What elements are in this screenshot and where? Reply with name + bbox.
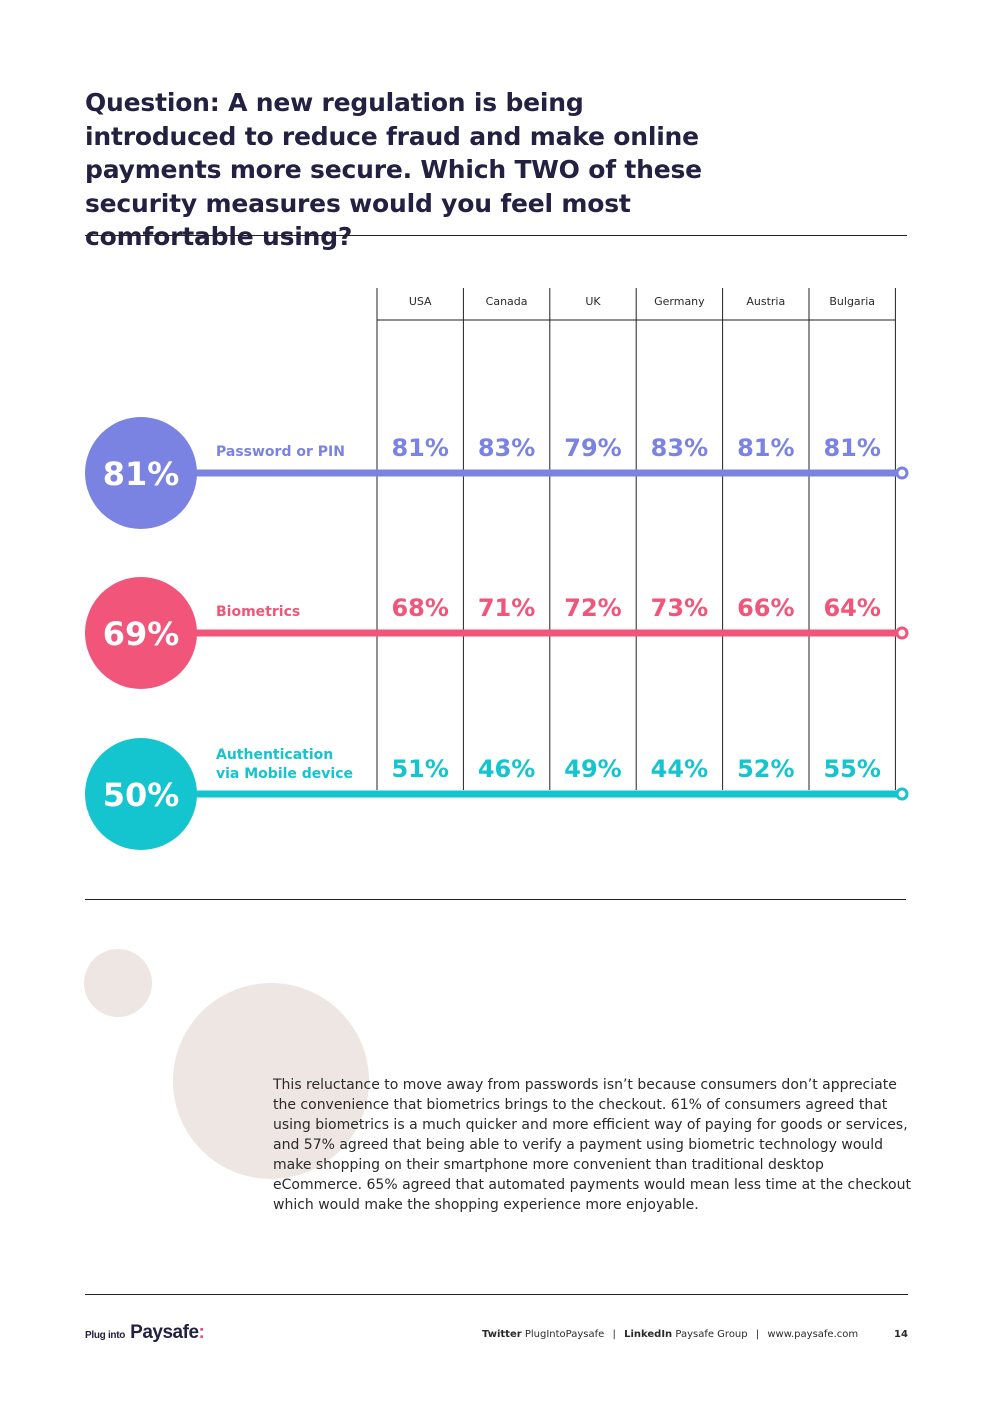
- survey-chart: USA Canada UK Germany Austria Bulgaria 81% Pass…: [85, 288, 909, 850]
- overall-circle-authentication-via-mobile-device: [85, 738, 197, 850]
- overall-value: 81%: [103, 455, 180, 493]
- body-paragraph: This reluctance to move away from passwo…: [273, 1077, 911, 1213]
- value-biometrics-austria: 66%: [737, 594, 794, 622]
- overall-value: 50%: [103, 776, 180, 814]
- value-biometrics-usa: 68%: [391, 594, 448, 622]
- value-authentication-via-mobile-device-canada: 46%: [478, 755, 535, 783]
- value-password-or-pin-austria: 81%: [737, 434, 794, 462]
- value-authentication-via-mobile-device-austria: 52%: [737, 755, 794, 783]
- value-authentication-via-mobile-device-uk: 49%: [564, 755, 621, 783]
- column-header-bulgaria: Bulgaria: [829, 295, 875, 308]
- website-link[interactable]: www.paysafe.com: [767, 1329, 859, 1340]
- page-number: 14: [894, 1329, 908, 1340]
- value-authentication-via-mobile-device-germany: 44%: [651, 755, 708, 783]
- column-header-canada: Canada: [486, 295, 528, 308]
- logo-colon: :: [198, 1322, 205, 1343]
- footer-links: Twitter PlugIntoPaysafe | LinkedIn Paysa…: [482, 1329, 858, 1340]
- decorative-circle-small: [84, 949, 152, 1017]
- overall-value: 69%: [103, 615, 180, 653]
- value-password-or-pin-canada: 83%: [478, 434, 535, 462]
- row-end-marker: [895, 626, 909, 640]
- value-biometrics-germany: 73%: [651, 594, 708, 622]
- column-header-usa: USA: [409, 295, 432, 308]
- twitter-link[interactable]: PlugIntoPaysafe: [524, 1329, 605, 1340]
- column-header-austria: Austria: [746, 295, 785, 308]
- overall-circle-biometrics: [85, 577, 197, 689]
- column-header-uk: UK: [585, 295, 601, 308]
- logo-wordmark: Paysafe: [130, 1322, 199, 1343]
- row-end-marker: [895, 466, 909, 480]
- column-header-germany: Germany: [654, 295, 705, 308]
- value-password-or-pin-bulgaria: 81%: [823, 434, 880, 462]
- value-biometrics-uk: 72%: [564, 594, 621, 622]
- row-label: Biometrics: [216, 604, 300, 620]
- twitter-label: Twitter: [482, 1329, 522, 1340]
- decorative-circle-large: [173, 983, 369, 1179]
- top-divider: [85, 235, 907, 236]
- value-authentication-via-mobile-device-bulgaria: 55%: [823, 755, 880, 783]
- value-authentication-via-mobile-device-usa: 51%: [391, 755, 448, 783]
- footer-divider: [85, 1294, 908, 1295]
- linkedin-link[interactable]: Paysafe Group: [675, 1329, 748, 1340]
- linkedin-label: LinkedIn: [624, 1329, 673, 1340]
- row-end-marker: [895, 787, 909, 801]
- overall-circle-password-or-pin: [85, 417, 197, 529]
- footer-separator: |: [755, 1329, 760, 1340]
- middle-divider: [85, 899, 906, 900]
- value-password-or-pin-uk: 79%: [564, 434, 621, 462]
- question-heading: Question: A new regulation is being intr…: [85, 88, 702, 251]
- footer-separator: |: [612, 1329, 616, 1340]
- value-biometrics-canada: 71%: [478, 594, 535, 622]
- row-label: via Mobile device: [216, 766, 353, 782]
- row-label: Password or PIN: [216, 444, 345, 460]
- paysafe-logo: Plug into Paysafe:: [85, 1322, 205, 1344]
- value-password-or-pin-usa: 81%: [391, 434, 448, 462]
- value-biometrics-bulgaria: 64%: [823, 594, 880, 622]
- logo-prefix: Plug into: [85, 1330, 126, 1341]
- value-password-or-pin-germany: 83%: [651, 434, 708, 462]
- row-label: Authentication: [216, 747, 333, 763]
